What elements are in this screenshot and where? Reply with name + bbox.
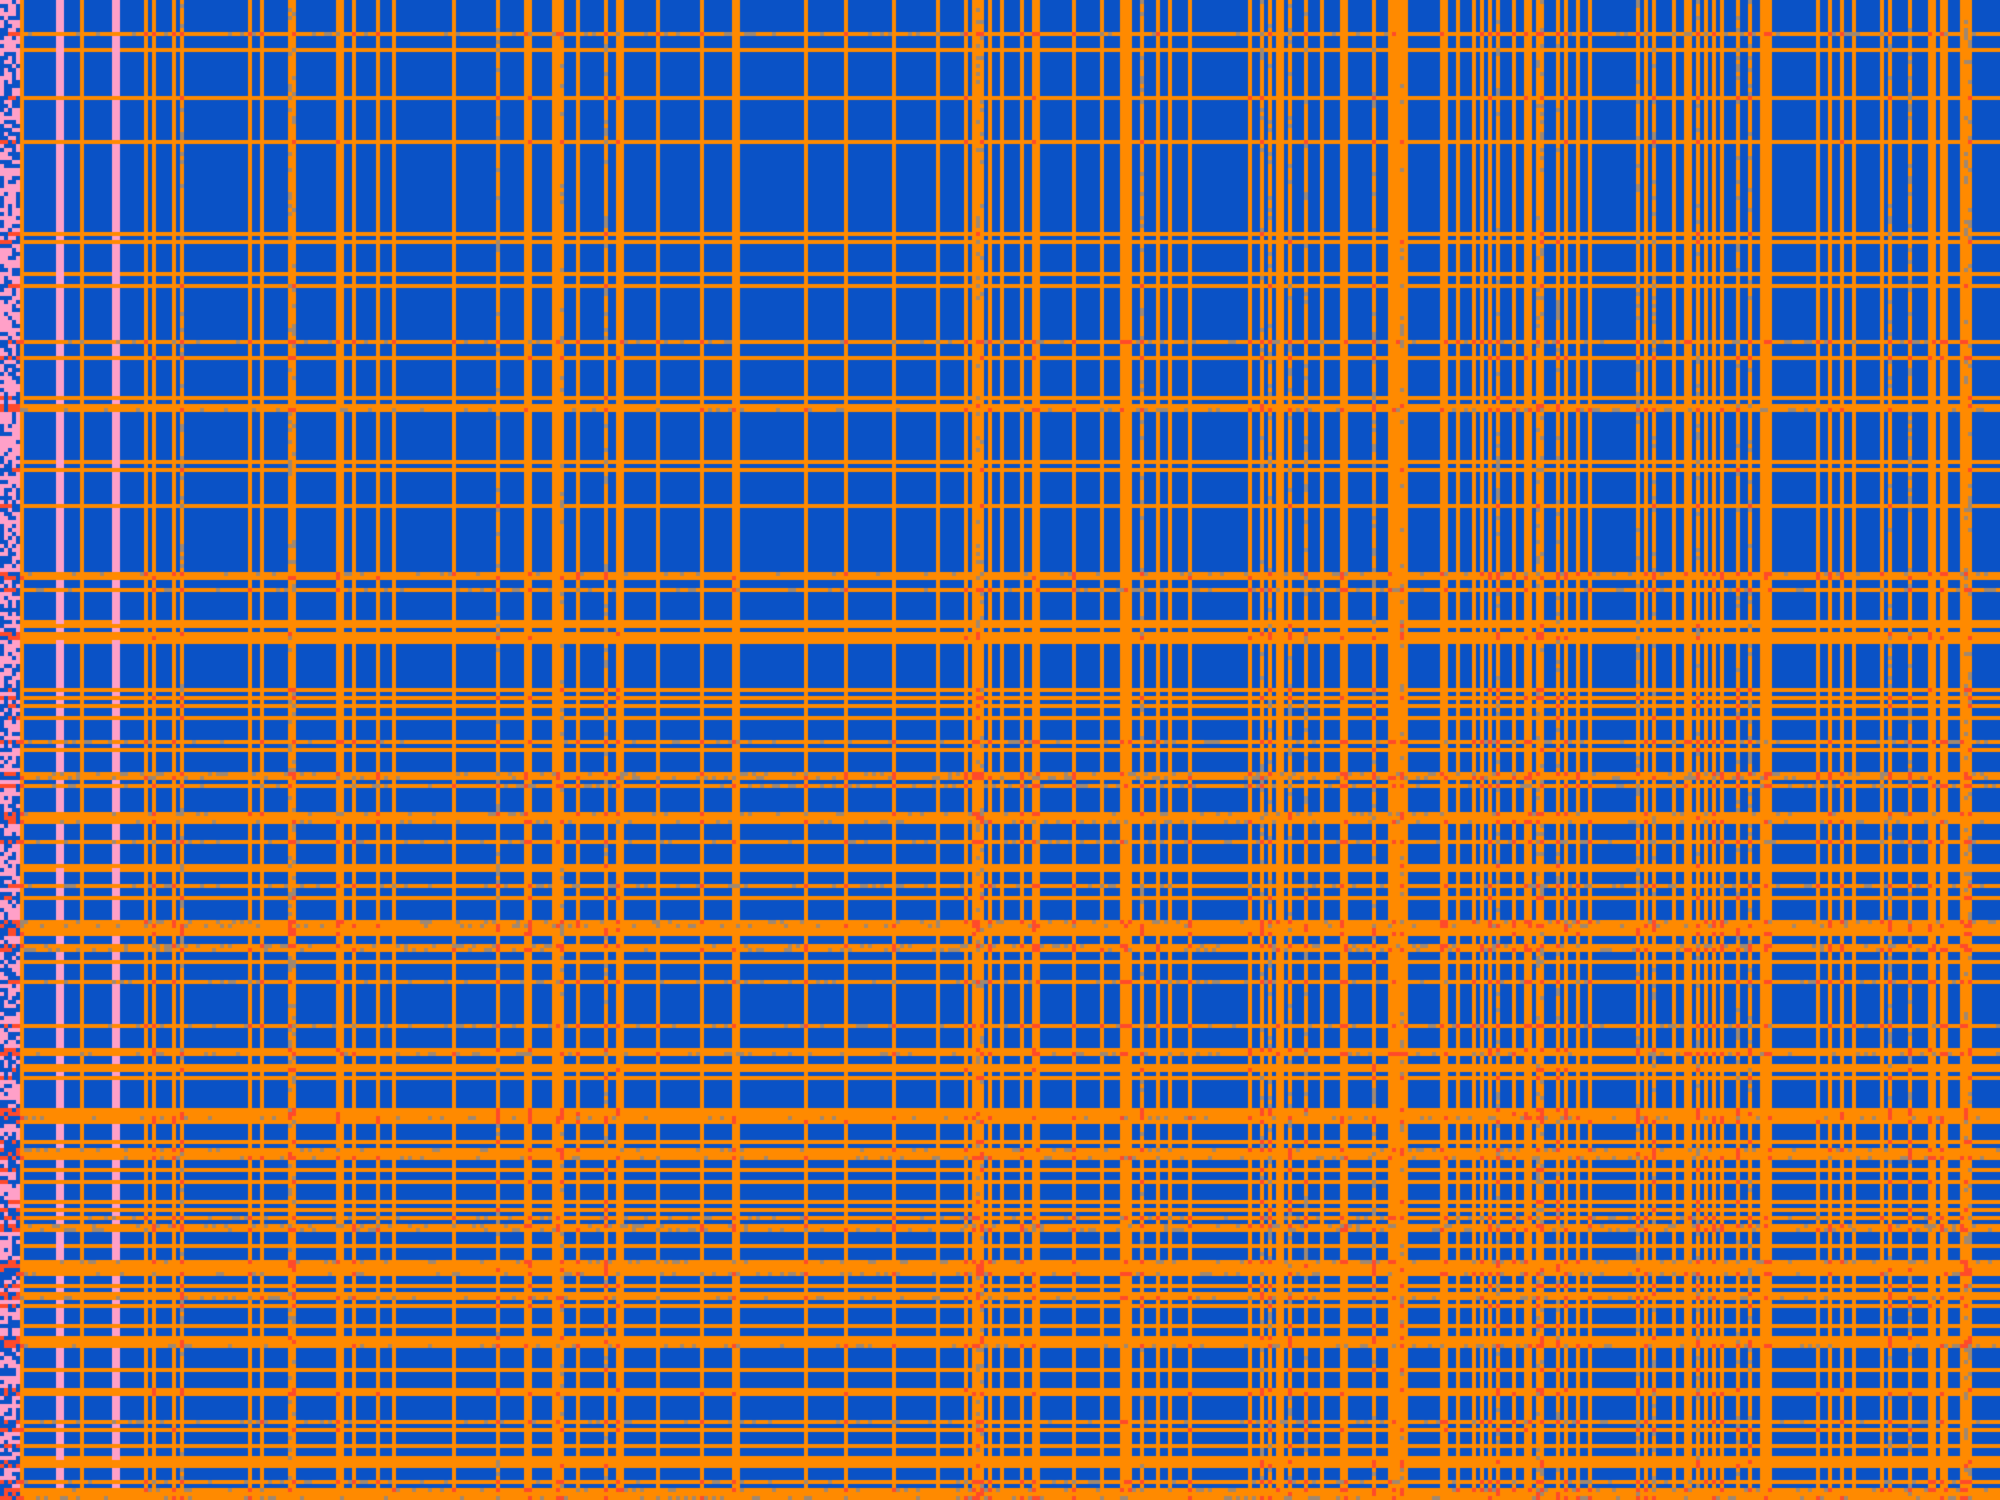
abstract-plaid-pattern-image xyxy=(0,0,2000,1500)
